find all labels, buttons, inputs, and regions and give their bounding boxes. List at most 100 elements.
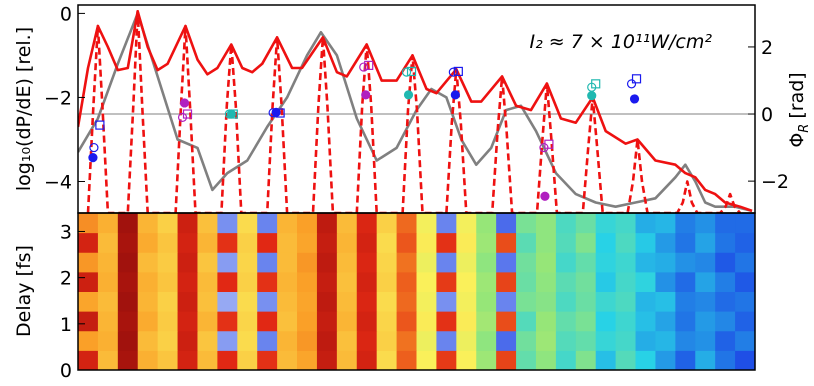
heat-cell bbox=[137, 252, 159, 273]
heat-cell bbox=[516, 271, 537, 292]
heat-cell bbox=[177, 291, 198, 312]
heat-cell bbox=[635, 350, 656, 371]
heat-cell bbox=[496, 291, 517, 312]
heat-cell bbox=[177, 330, 198, 351]
heat-cell bbox=[117, 350, 139, 371]
y2-tick-label: −2 bbox=[761, 171, 789, 193]
heat-cell bbox=[237, 311, 258, 332]
heat-cell bbox=[297, 252, 318, 273]
heat-cell bbox=[436, 271, 457, 292]
heat-cell bbox=[615, 350, 637, 371]
heat-cell bbox=[695, 213, 716, 234]
heat-cell bbox=[396, 291, 417, 312]
y-tick-label: 2 bbox=[60, 268, 72, 290]
heat-cell bbox=[137, 291, 159, 312]
heat-cell bbox=[316, 330, 338, 351]
y2-tick-label: 2 bbox=[761, 37, 773, 59]
heat-cell bbox=[555, 271, 577, 292]
heat-cell bbox=[177, 213, 198, 234]
y2-symbol: Φ bbox=[786, 133, 808, 148]
heat-cell bbox=[735, 252, 756, 273]
heat-cell bbox=[655, 291, 676, 312]
heat-cell bbox=[297, 311, 318, 332]
heat-cell bbox=[376, 213, 398, 234]
heat-cell bbox=[575, 350, 597, 371]
heat-cell bbox=[157, 330, 179, 351]
heat-cell bbox=[555, 291, 577, 312]
heat-cell bbox=[575, 291, 597, 312]
heat-cell bbox=[436, 232, 457, 253]
heat-cell bbox=[217, 271, 238, 292]
plot-frame bbox=[77, 212, 756, 371]
heat-cell bbox=[316, 350, 338, 371]
heat-cell bbox=[197, 330, 218, 351]
heat-cell bbox=[496, 350, 517, 371]
marker bbox=[629, 94, 640, 104]
heat-cell bbox=[376, 291, 398, 312]
heat-cell bbox=[177, 271, 198, 292]
heat-cell bbox=[635, 232, 656, 253]
heat-cell bbox=[217, 291, 238, 312]
heat-cell bbox=[535, 291, 557, 312]
heat-cell bbox=[356, 311, 378, 332]
heat-cell bbox=[535, 271, 557, 292]
heat-cell bbox=[316, 252, 338, 273]
heat-cell bbox=[277, 232, 298, 253]
heat-cell bbox=[735, 311, 756, 332]
heat-cell bbox=[635, 291, 656, 312]
heat-cell bbox=[456, 271, 477, 292]
marker bbox=[450, 90, 460, 100]
marker bbox=[539, 142, 549, 153]
heat-cell bbox=[78, 252, 99, 273]
marker bbox=[177, 112, 188, 122]
heat-cell bbox=[615, 271, 637, 292]
heat-cell bbox=[535, 311, 557, 332]
heat-cell bbox=[516, 330, 537, 351]
heat-cell bbox=[217, 350, 238, 371]
heat-cell bbox=[78, 271, 99, 292]
marker bbox=[540, 191, 550, 201]
heat-cell bbox=[496, 271, 517, 292]
heat-cell bbox=[237, 271, 258, 292]
heat-cell bbox=[416, 252, 437, 273]
heat-cell bbox=[157, 350, 179, 371]
heat-cell bbox=[396, 271, 417, 292]
heat-cell bbox=[575, 232, 597, 253]
heat-cell bbox=[237, 232, 258, 253]
heat-cell bbox=[715, 291, 736, 312]
heat-cell bbox=[516, 291, 537, 312]
heat-cell bbox=[695, 291, 716, 312]
y-tick-label: 0 bbox=[60, 3, 72, 25]
heat-cell bbox=[436, 350, 457, 371]
heat-cell bbox=[476, 330, 497, 351]
heat-cell bbox=[516, 213, 537, 234]
heat-cell bbox=[715, 350, 736, 371]
heat-cell bbox=[675, 330, 696, 351]
heat-cell bbox=[177, 311, 198, 332]
heat-cell bbox=[476, 252, 497, 273]
heat-cell bbox=[675, 213, 696, 234]
heat-cell bbox=[655, 330, 676, 351]
heat-cell bbox=[117, 232, 139, 253]
line-series bbox=[78, 12, 753, 213]
heat-cell bbox=[516, 311, 537, 332]
heat-cell bbox=[416, 232, 437, 253]
heat-cell bbox=[416, 213, 437, 234]
heat-cell bbox=[376, 311, 398, 332]
heat-cell bbox=[257, 330, 278, 351]
heat-cell bbox=[575, 252, 597, 273]
heat-cell bbox=[217, 213, 238, 234]
heat-cell bbox=[277, 330, 298, 351]
heat-cell bbox=[396, 232, 417, 253]
heat-cell bbox=[137, 330, 159, 351]
heat-cell bbox=[675, 350, 696, 371]
marker bbox=[364, 60, 374, 70]
heat-cell bbox=[416, 311, 437, 332]
y-tick-label: 1 bbox=[60, 314, 72, 336]
heat-cell bbox=[535, 232, 557, 253]
heat-cell bbox=[78, 232, 99, 253]
heat-cell bbox=[117, 252, 139, 273]
heat-cell bbox=[277, 350, 298, 371]
heat-cell bbox=[97, 330, 119, 351]
